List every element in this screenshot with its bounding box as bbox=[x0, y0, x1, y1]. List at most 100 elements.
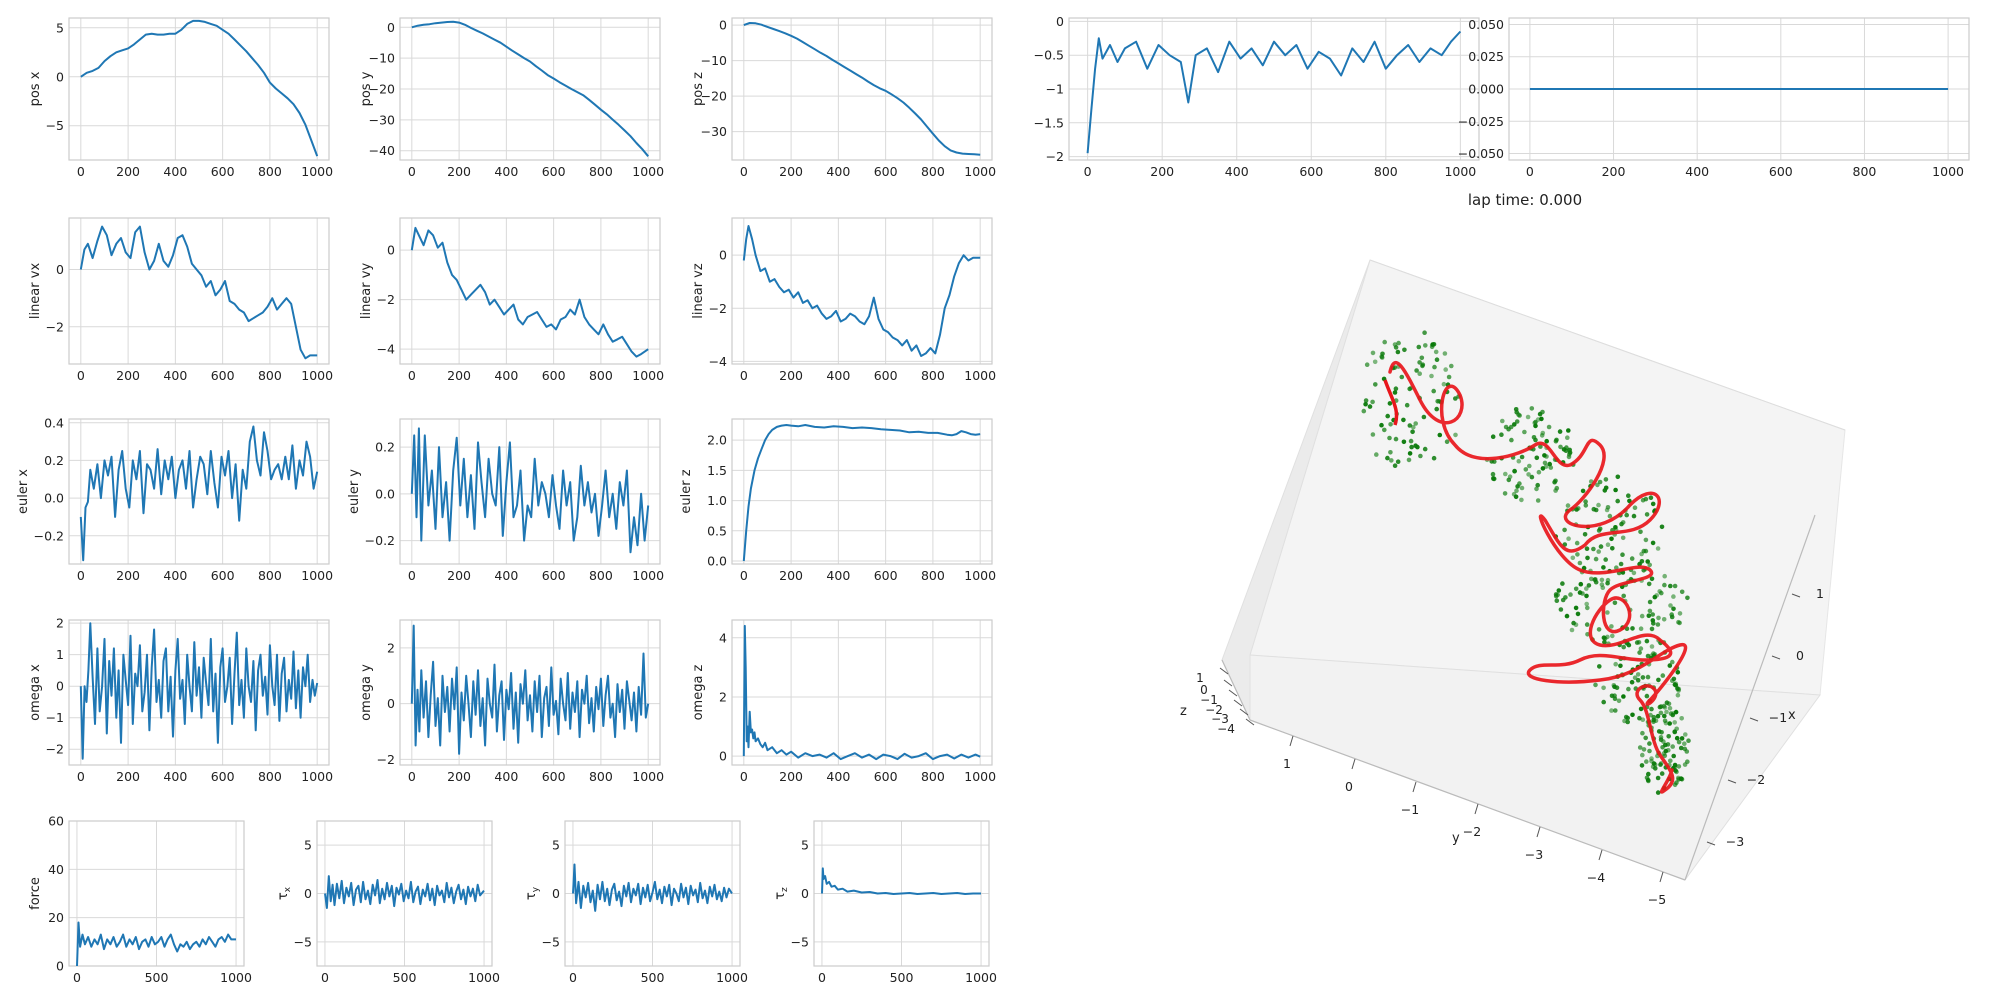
gate-point bbox=[1662, 582, 1667, 588]
gate-point bbox=[1641, 747, 1647, 752]
gate-point bbox=[1646, 771, 1651, 777]
gate-point bbox=[1601, 685, 1606, 691]
gate-point bbox=[1565, 435, 1570, 441]
x-tick-label: 0 bbox=[77, 568, 85, 583]
x-tick-label: 800 bbox=[1853, 164, 1877, 179]
y-axis-label: linear vz bbox=[691, 263, 706, 319]
gate-point bbox=[1638, 706, 1644, 712]
gate-point bbox=[1644, 638, 1650, 644]
gate-point bbox=[1512, 469, 1517, 474]
gate-point bbox=[1663, 748, 1669, 754]
gate-point bbox=[1648, 495, 1654, 501]
gate-point bbox=[1379, 422, 1384, 428]
y-tick-label: 5 bbox=[304, 838, 312, 853]
x-tick-label: 800 bbox=[589, 769, 613, 784]
gate-point bbox=[1393, 386, 1399, 392]
y-tick-label: 0.2 bbox=[44, 453, 64, 468]
gate-point bbox=[1539, 433, 1545, 438]
gate-point bbox=[1503, 471, 1508, 477]
gate-point bbox=[1392, 342, 1398, 347]
gate-point bbox=[1679, 736, 1685, 741]
gate-point bbox=[1387, 401, 1393, 406]
gate-point bbox=[1544, 454, 1549, 459]
gate-point bbox=[1609, 624, 1614, 629]
x-tick-label: 200 bbox=[116, 568, 140, 583]
y-tick bbox=[1289, 735, 1294, 747]
gate-point bbox=[1596, 549, 1601, 554]
gate-point bbox=[1561, 447, 1567, 452]
gate-point bbox=[1417, 360, 1422, 365]
gate-point bbox=[1372, 359, 1378, 365]
x-tick-label: 0 bbox=[77, 164, 85, 179]
gate-point bbox=[1650, 612, 1655, 617]
x-tick-label: 1000 bbox=[632, 368, 664, 383]
gate-point bbox=[1640, 752, 1645, 758]
gate-point bbox=[1536, 469, 1542, 475]
x-tick-label: 400 bbox=[494, 368, 518, 383]
gate-point bbox=[1631, 513, 1637, 519]
y-axis-line bbox=[1249, 719, 1686, 881]
gate-point bbox=[1610, 546, 1615, 551]
x-tick-label: 600 bbox=[874, 568, 898, 583]
gate-point bbox=[1414, 368, 1419, 373]
gate-point bbox=[1645, 653, 1651, 659]
x-tick-label: −2 bbox=[1747, 772, 1765, 787]
plot-frame bbox=[731, 418, 993, 565]
gate-point bbox=[1558, 444, 1563, 450]
gate-point bbox=[1647, 608, 1653, 614]
x-tick-label: 800 bbox=[921, 568, 945, 583]
y-tick-label: 20 bbox=[48, 910, 64, 925]
x-tick-label: 500 bbox=[890, 970, 914, 985]
gate-point bbox=[1499, 432, 1504, 438]
gate-point bbox=[1668, 758, 1673, 764]
gate-point bbox=[1632, 675, 1638, 680]
y-tick-label: 1.5 bbox=[707, 463, 727, 478]
gate-point bbox=[1639, 613, 1645, 619]
gate-point bbox=[1514, 488, 1519, 494]
gate-point bbox=[1682, 741, 1687, 746]
y-axis-label: τz bbox=[773, 887, 790, 900]
gate-point bbox=[1638, 529, 1643, 535]
x-tick-label: 400 bbox=[163, 568, 187, 583]
y-tick-label: −10 bbox=[701, 53, 727, 68]
series-line bbox=[79, 225, 318, 360]
gate-point bbox=[1393, 436, 1399, 442]
y-tick-label: 0.025 bbox=[1468, 49, 1504, 64]
gate-point bbox=[1515, 484, 1520, 489]
gate-point bbox=[1410, 429, 1415, 435]
plot-frame bbox=[731, 17, 993, 161]
x-tick-label: 0 bbox=[818, 970, 826, 985]
gate-point bbox=[1396, 340, 1401, 346]
gate-point bbox=[1640, 717, 1646, 722]
x-tick-label: 400 bbox=[1685, 164, 1709, 179]
y-axis-label: omega x bbox=[28, 664, 43, 721]
gate-point bbox=[1407, 451, 1413, 456]
pane-back bbox=[1249, 259, 1846, 696]
y-tick-label: 60 bbox=[48, 814, 64, 829]
gate-point bbox=[1527, 463, 1532, 469]
gate-point bbox=[1682, 746, 1688, 752]
y-axis-label: τx bbox=[276, 886, 293, 900]
plot-frame bbox=[68, 17, 330, 161]
gate-point bbox=[1433, 349, 1439, 355]
x-tick-label: 1000 bbox=[220, 970, 252, 985]
gate-point bbox=[1580, 488, 1586, 494]
gate-point bbox=[1662, 573, 1667, 579]
y-tick-label: −2 bbox=[1046, 149, 1064, 164]
gate-point bbox=[1585, 605, 1590, 611]
gate-point bbox=[1652, 594, 1658, 600]
gate-point bbox=[1659, 761, 1664, 766]
x-tick-label: 0 bbox=[740, 164, 748, 179]
y-tick-label: −2 bbox=[709, 301, 727, 316]
gate-point bbox=[1573, 586, 1579, 592]
gate-point bbox=[1670, 744, 1675, 749]
gate-point bbox=[1547, 461, 1552, 467]
y-tick-label: −5 bbox=[294, 934, 312, 949]
gate-point bbox=[1453, 396, 1458, 401]
z-axis-label: z bbox=[1180, 704, 1187, 719]
gate-point bbox=[1625, 719, 1630, 725]
z-tick bbox=[1228, 689, 1238, 697]
plot-frame bbox=[564, 820, 741, 967]
gate-point bbox=[1649, 706, 1654, 712]
x-tick-label: 400 bbox=[494, 568, 518, 583]
